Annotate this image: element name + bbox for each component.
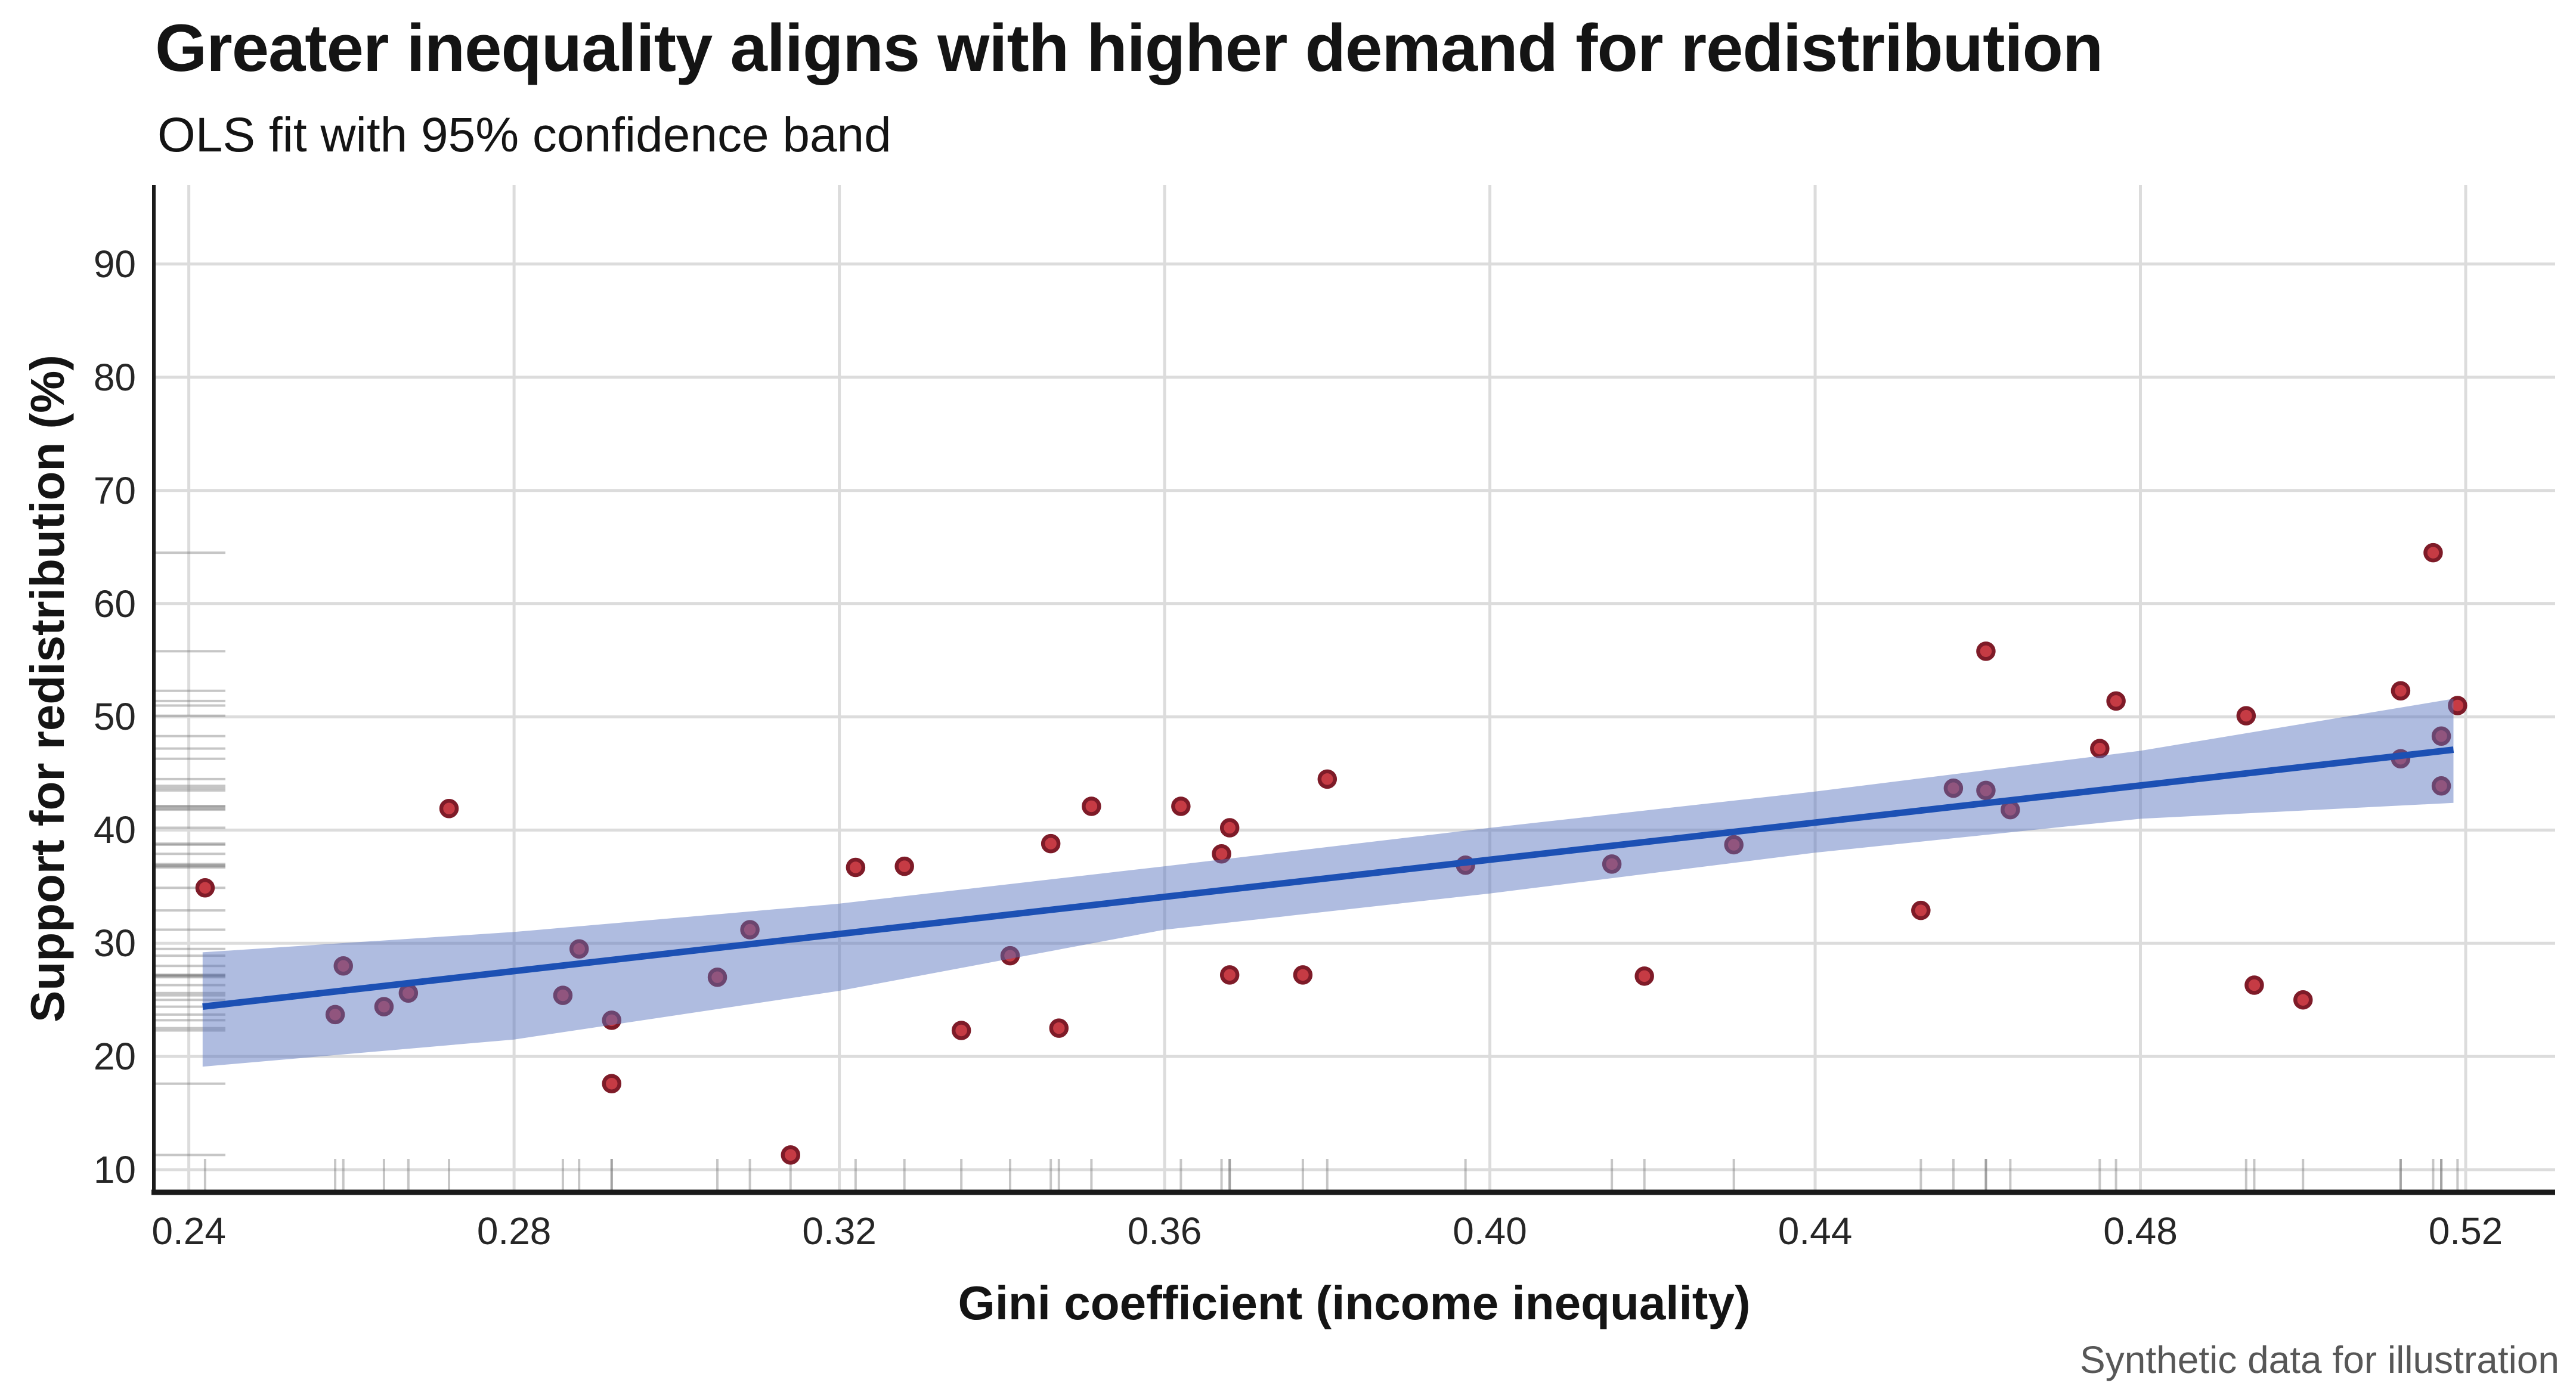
data-point xyxy=(740,920,760,940)
data-point xyxy=(894,856,914,876)
data-point xyxy=(2423,542,2443,563)
data-point xyxy=(1219,965,1240,985)
data-point xyxy=(553,985,573,1005)
data-point xyxy=(1212,844,1231,864)
x-tick-label: 0.48 xyxy=(2103,1210,2178,1253)
data-point xyxy=(781,1145,801,1165)
data-point xyxy=(602,1074,622,1093)
y-tick-label: 60 xyxy=(93,582,136,625)
data-point xyxy=(2293,990,2313,1010)
x-tick-label: 0.32 xyxy=(802,1210,877,1253)
x-tick-label: 0.28 xyxy=(476,1210,552,1253)
data-point xyxy=(2090,739,2110,758)
x-tick-label: 0.44 xyxy=(1778,1210,1853,1253)
data-point xyxy=(2244,975,2264,995)
data-point xyxy=(1911,900,1931,920)
data-point xyxy=(2391,681,2411,701)
chart-subtitle: OLS fit with 95% confidence band xyxy=(157,108,891,162)
data-point xyxy=(195,878,215,898)
data-point xyxy=(1171,796,1191,816)
data-point xyxy=(2236,706,2256,726)
data-point xyxy=(602,1010,622,1030)
data-point xyxy=(951,1021,971,1040)
data-point xyxy=(1041,833,1061,854)
data-point xyxy=(569,939,589,959)
y-tick-label: 90 xyxy=(93,242,136,286)
data-point xyxy=(707,967,727,987)
data-point xyxy=(2448,696,2467,715)
x-axis-label: Gini coefficient (income inequality) xyxy=(958,1276,1751,1329)
data-point xyxy=(439,799,459,819)
data-point xyxy=(846,857,866,878)
x-tick-label: 0.36 xyxy=(1127,1210,1202,1253)
data-point xyxy=(1000,946,1020,966)
data-point xyxy=(374,997,394,1016)
data-point xyxy=(1293,965,1313,985)
data-point xyxy=(1976,780,1996,801)
data-point xyxy=(1317,769,1337,789)
chart-caption: Synthetic data for illustration xyxy=(2080,1338,2559,1381)
confidence-band xyxy=(202,699,2454,1067)
data-point xyxy=(2431,726,2451,746)
data-point xyxy=(1976,641,1996,661)
y-tick-label: 10 xyxy=(93,1148,136,1192)
x-tick-label: 0.52 xyxy=(2428,1210,2503,1253)
y-tick-label: 70 xyxy=(93,469,136,512)
data-point xyxy=(333,956,353,976)
data-point xyxy=(2431,776,2451,796)
y-tick-label: 50 xyxy=(93,695,136,739)
data-point xyxy=(1049,1018,1069,1038)
data-point xyxy=(1082,796,1101,816)
y-tick-label: 30 xyxy=(93,922,136,965)
data-point xyxy=(1724,835,1744,855)
data-point xyxy=(1634,966,1654,986)
trend-line xyxy=(202,746,2454,1010)
data-point xyxy=(1602,854,1622,874)
y-tick-label: 20 xyxy=(93,1035,136,1078)
y-tick-label: 40 xyxy=(93,808,136,852)
data-point xyxy=(1943,778,1964,798)
data-point xyxy=(325,1005,345,1025)
data-point xyxy=(2106,691,2126,711)
chart-title: Greater inequality aligns with higher de… xyxy=(155,11,2103,85)
x-tick-label: 0.40 xyxy=(1453,1210,1527,1253)
data-point xyxy=(1219,818,1240,838)
y-tick-label: 80 xyxy=(93,355,136,399)
x-tick-label: 0.24 xyxy=(151,1210,226,1253)
